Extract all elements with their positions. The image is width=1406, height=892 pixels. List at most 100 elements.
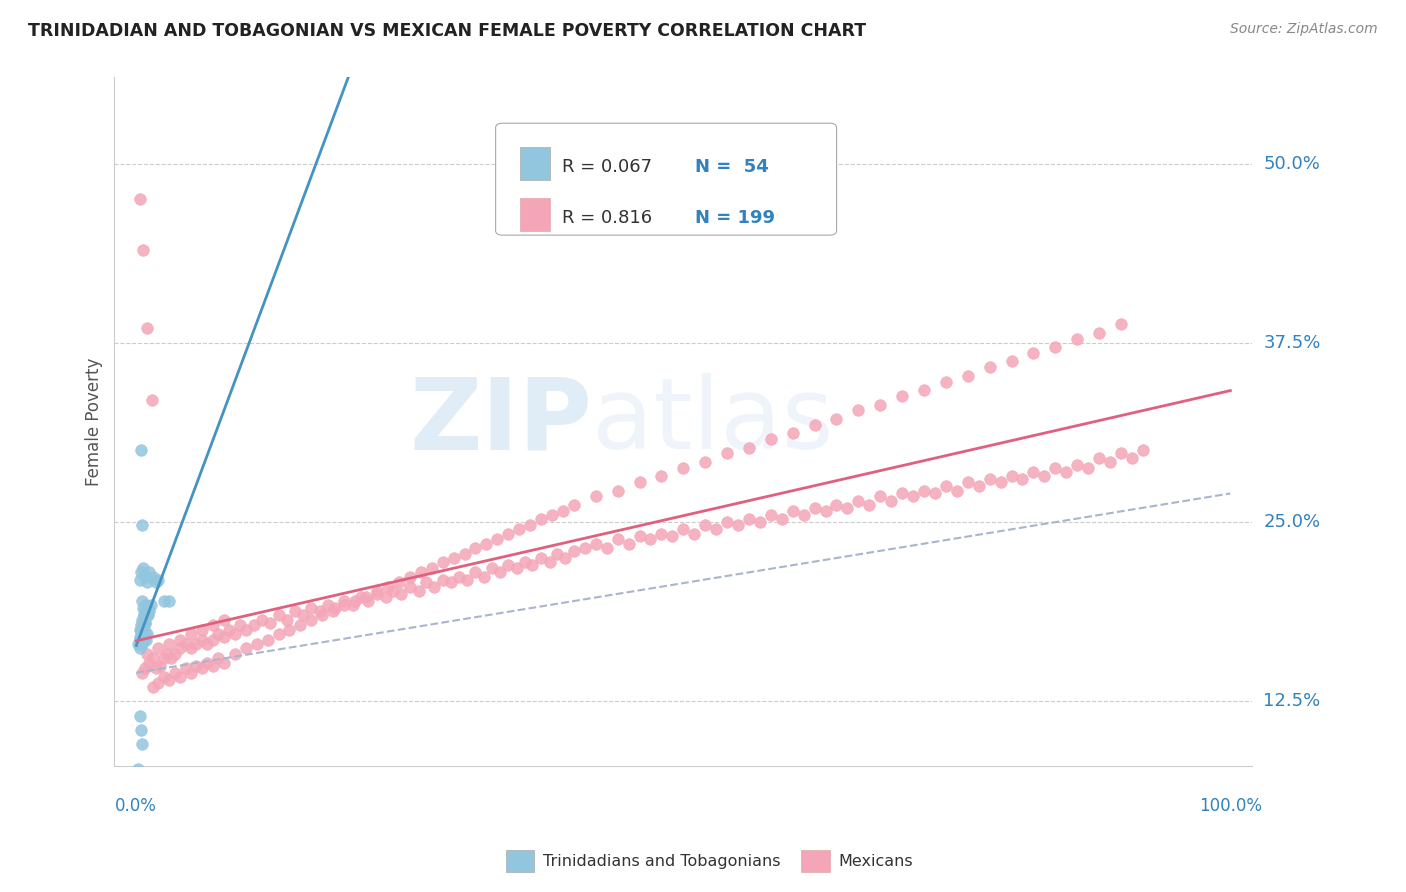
Point xyxy=(496,526,519,541)
Point xyxy=(946,483,969,498)
Point xyxy=(141,393,163,408)
Point xyxy=(475,536,498,550)
Point xyxy=(131,738,153,752)
Point xyxy=(846,493,869,508)
Point xyxy=(132,618,155,632)
Point xyxy=(132,615,155,630)
Point xyxy=(180,641,202,656)
Point xyxy=(129,443,152,458)
Text: atlas: atlas xyxy=(592,373,834,470)
Point xyxy=(299,613,322,627)
Point xyxy=(152,670,174,684)
Point xyxy=(132,630,155,644)
Point xyxy=(201,632,224,647)
Point xyxy=(267,608,290,623)
Point xyxy=(142,569,165,583)
Point xyxy=(891,486,914,500)
Point xyxy=(229,618,252,632)
Point xyxy=(956,475,979,489)
Point xyxy=(135,632,157,647)
Point xyxy=(212,630,235,644)
Point xyxy=(128,193,150,207)
Text: R = 0.067: R = 0.067 xyxy=(562,158,652,176)
Point xyxy=(218,623,240,637)
Point xyxy=(506,561,529,575)
Point xyxy=(201,658,224,673)
Point xyxy=(374,590,396,604)
Point xyxy=(131,613,153,627)
Point xyxy=(617,536,640,550)
Point xyxy=(585,536,607,550)
Point xyxy=(138,656,160,670)
Point xyxy=(398,569,420,583)
Point xyxy=(136,627,159,641)
Text: 50.0%: 50.0% xyxy=(1264,154,1320,172)
Point xyxy=(191,623,214,637)
Point xyxy=(174,661,197,675)
Point xyxy=(562,544,585,558)
Point xyxy=(366,587,388,601)
Point xyxy=(134,615,156,630)
Point xyxy=(574,541,596,555)
Point xyxy=(322,604,344,618)
Point xyxy=(912,483,935,498)
Text: N =  54: N = 54 xyxy=(696,158,769,176)
Point xyxy=(453,547,475,561)
Point xyxy=(146,675,169,690)
Point xyxy=(672,460,695,475)
Point xyxy=(132,243,155,257)
Point xyxy=(716,515,738,529)
Point xyxy=(628,475,651,489)
Text: N = 199: N = 199 xyxy=(696,209,775,227)
Point xyxy=(935,479,957,493)
Point xyxy=(191,661,214,675)
Point xyxy=(650,469,672,483)
Point xyxy=(1022,465,1045,479)
Point xyxy=(695,518,717,533)
Point xyxy=(250,613,273,627)
Point xyxy=(243,618,266,632)
Point xyxy=(156,647,179,661)
Point xyxy=(134,569,156,583)
Point xyxy=(606,533,628,547)
Point xyxy=(596,541,619,555)
Point xyxy=(134,615,156,630)
Point xyxy=(212,656,235,670)
Point xyxy=(650,526,672,541)
Point xyxy=(519,518,541,533)
Point xyxy=(423,580,446,594)
Point xyxy=(481,561,503,575)
Point xyxy=(440,575,463,590)
Point xyxy=(291,608,314,623)
Point xyxy=(169,632,191,647)
Point xyxy=(136,604,159,618)
Point xyxy=(640,533,662,547)
Point xyxy=(157,637,180,651)
Point xyxy=(979,472,1001,486)
Point xyxy=(276,613,298,627)
Point xyxy=(551,503,574,517)
Point xyxy=(134,627,156,641)
Point xyxy=(1066,332,1088,346)
Point xyxy=(224,627,246,641)
Point xyxy=(325,601,347,615)
Point xyxy=(1088,326,1111,340)
Point xyxy=(129,632,152,647)
Point xyxy=(136,601,159,615)
Point xyxy=(246,637,269,651)
Point xyxy=(377,580,399,594)
Point xyxy=(191,632,214,647)
Text: 12.5%: 12.5% xyxy=(1264,692,1320,710)
Point xyxy=(135,608,157,623)
Point xyxy=(136,575,159,590)
Point xyxy=(869,397,891,411)
Point xyxy=(131,627,153,641)
Point xyxy=(846,403,869,417)
Point xyxy=(759,508,782,522)
Point xyxy=(1132,443,1154,458)
Point xyxy=(522,558,544,573)
Point xyxy=(316,599,339,613)
Text: 25.0%: 25.0% xyxy=(1264,513,1320,531)
Point xyxy=(152,651,174,665)
Point xyxy=(132,623,155,637)
